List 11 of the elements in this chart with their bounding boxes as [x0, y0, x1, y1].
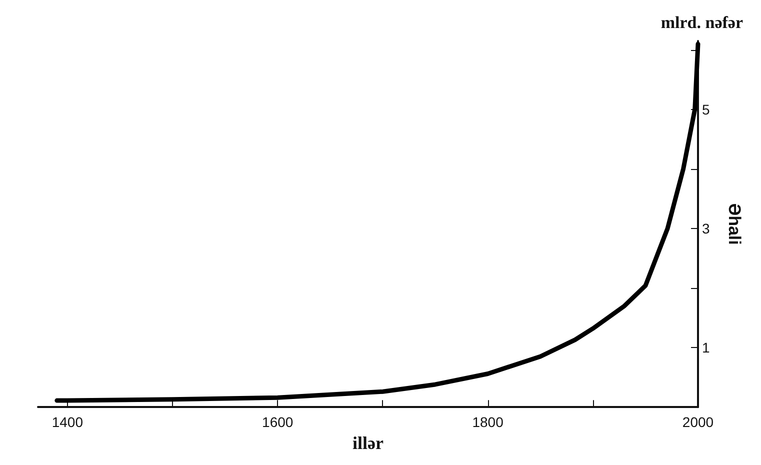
x-tick-label: 2000 — [682, 414, 714, 430]
text: mlrd. nəfər — [660, 13, 744, 32]
y-tick-label: 1 — [702, 340, 710, 356]
x-tick-label: 1800 — [472, 414, 504, 430]
x-axis-title: illər — [352, 433, 384, 453]
x-tick-label: 1400 — [52, 414, 84, 430]
x-tick-label: 1600 — [262, 414, 294, 430]
y-tick-label: 3 — [702, 220, 710, 237]
y-tick-label: 5 — [702, 101, 710, 118]
line-series — [54, 42, 700, 403]
y-axis-title: Əhali — [725, 203, 744, 245]
